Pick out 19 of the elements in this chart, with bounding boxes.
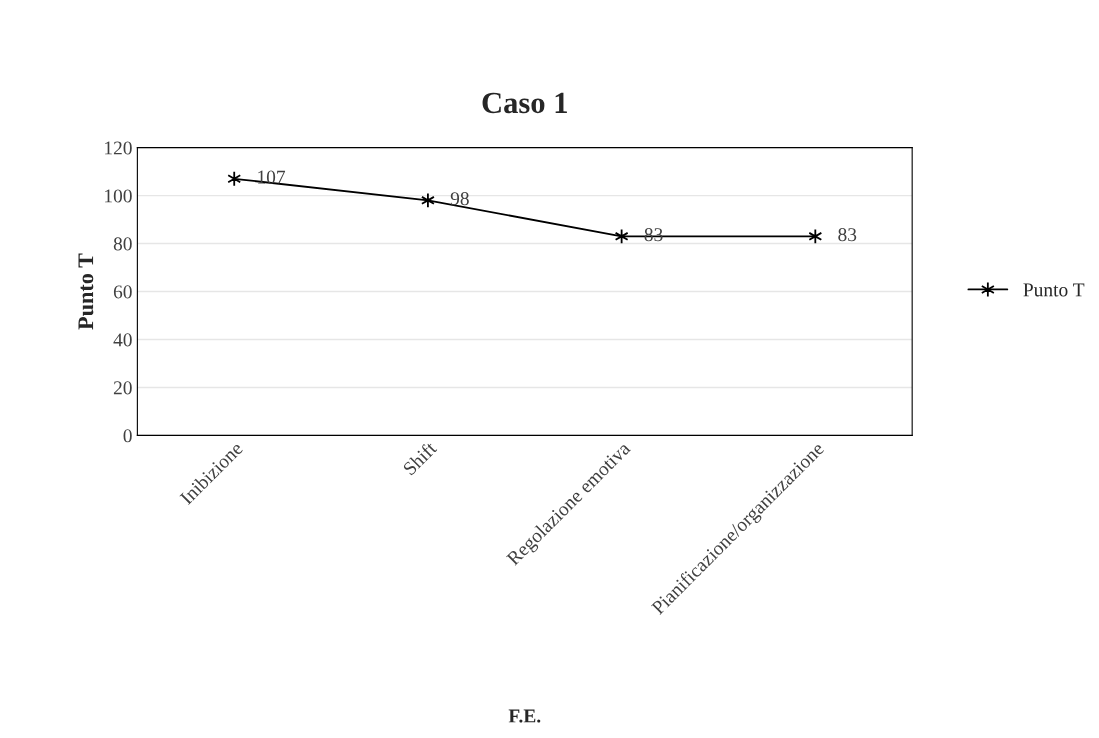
y-tick-label: 100 (105, 189, 132, 203)
point (227, 170, 242, 187)
data-label: 83 (838, 228, 857, 242)
x-axis-title: F.E. (508, 709, 541, 723)
chart-title: Caso 1 (482, 92, 567, 114)
y-tick-label: 20 (113, 381, 132, 395)
point (421, 192, 435, 209)
legend-label: Punto T (1023, 283, 1085, 297)
data-label: 107 (258, 170, 286, 184)
y-axis-title: Punto T (78, 253, 94, 330)
point (614, 228, 629, 245)
y-tick-label: 120 (105, 141, 132, 155)
data-label: 98 (450, 192, 469, 206)
y-tick-label: 60 (113, 285, 132, 299)
y-tick-label: 0 (123, 429, 132, 443)
y-tick-label: 40 (113, 333, 132, 347)
x-tick-label: Shift (401, 440, 438, 476)
point (808, 228, 823, 245)
y-tick-label: 80 (113, 237, 132, 251)
